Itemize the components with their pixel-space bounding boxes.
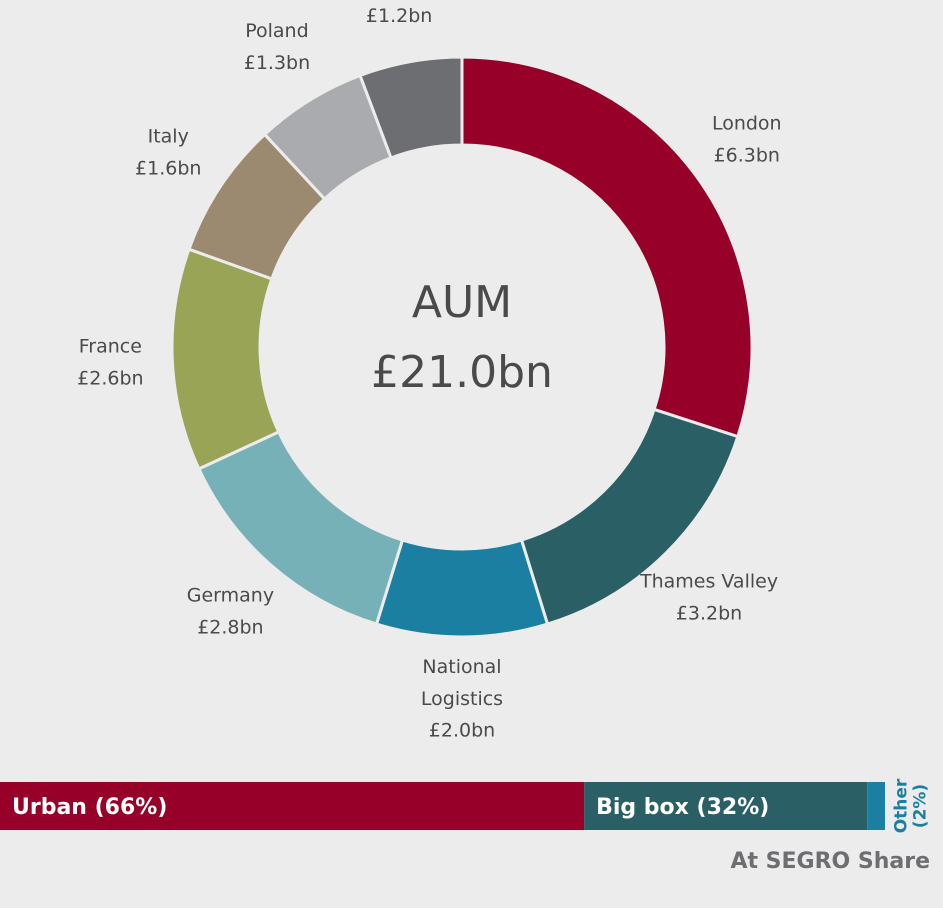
segment-value-label: £2.0bn: [429, 720, 495, 742]
segment-label: Thames Valley: [639, 570, 778, 592]
segment-label: National Logistics: [421, 656, 503, 710]
bar-label: Other(2%): [892, 778, 931, 833]
donut-segment: [374, 538, 550, 639]
segment-label: Poland: [245, 20, 308, 42]
segment-value-label: £1.6bn: [135, 158, 201, 180]
segment-value-label: £1.2bn: [366, 5, 432, 27]
bar-segment: [584, 782, 868, 830]
bar-label: Urban (66%): [12, 795, 167, 820]
segment-value-label: £2.8bn: [197, 617, 263, 639]
bar-segment: [0, 782, 585, 830]
segment-label: Germany: [187, 585, 274, 607]
segment-value-label: £3.2bn: [676, 602, 742, 624]
segment-value-label: £2.6bn: [77, 367, 143, 389]
segment-label: Italy: [148, 126, 189, 148]
segment-label: France: [79, 335, 142, 357]
segment-value-label: £1.3bn: [244, 52, 310, 74]
bar-segment: [867, 782, 885, 830]
bar-label: Big box (32%): [596, 795, 769, 820]
donut-segment: [358, 55, 464, 160]
segment-label: London: [712, 113, 782, 135]
donut-segment: [460, 55, 754, 439]
center-title: AUM: [412, 277, 512, 328]
center-value: £21.0bn: [371, 347, 553, 398]
footnote: At SEGRO Share: [730, 849, 930, 874]
segment-value-label: £6.3bn: [714, 145, 780, 167]
